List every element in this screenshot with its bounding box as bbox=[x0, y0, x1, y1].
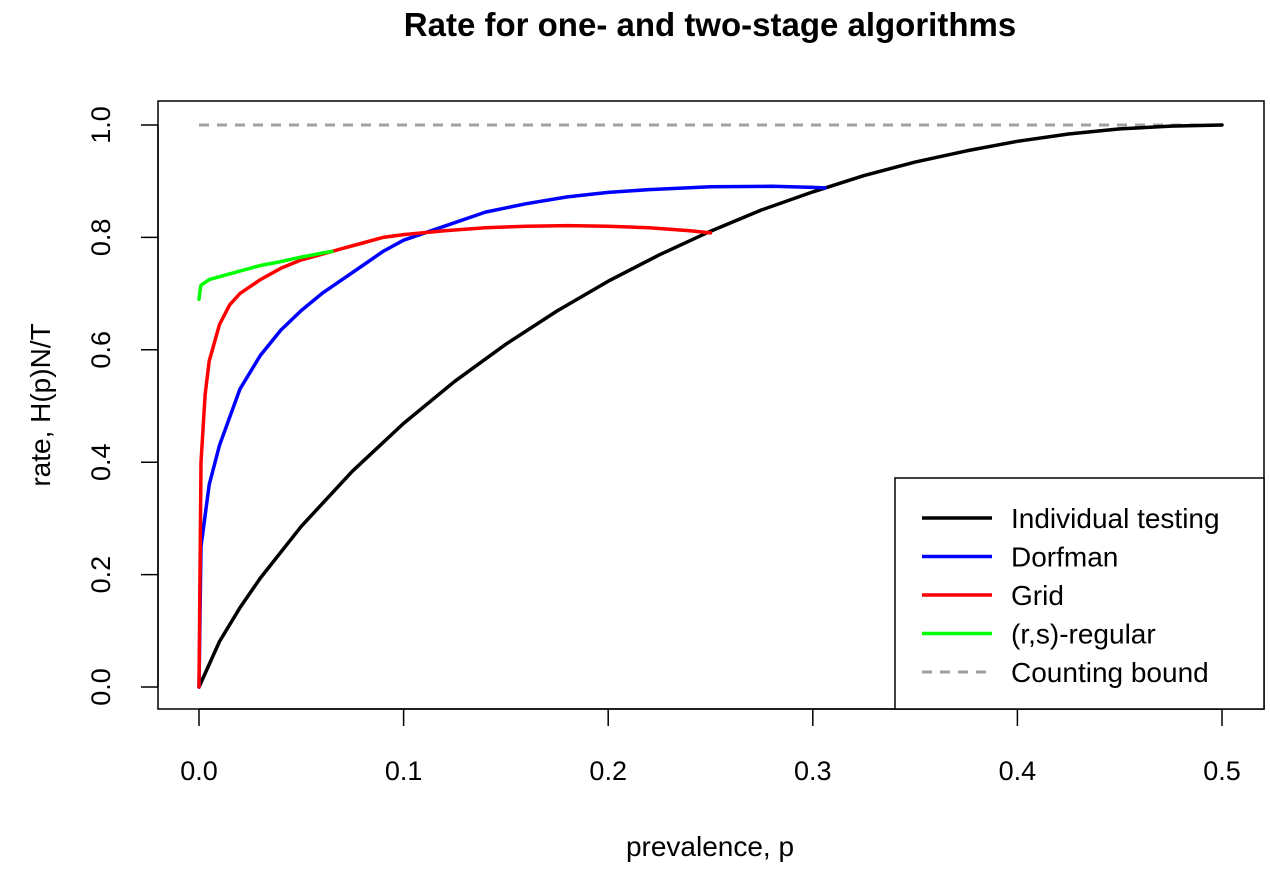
y-tick-label: 1.0 bbox=[86, 106, 116, 144]
series-line-r-s-regular bbox=[197, 249, 334, 301]
x-tick-label: 0.3 bbox=[794, 756, 832, 786]
y-tick-label: 0.6 bbox=[86, 331, 116, 369]
series-line-dorfman bbox=[197, 184, 827, 689]
y-tick-label: 0.4 bbox=[86, 443, 116, 481]
legend-label: Counting bound bbox=[1011, 657, 1209, 688]
legend: Individual testing Dorfman Grid (r,s)-regul… bbox=[894, 477, 1265, 710]
legend-label: Individual testing bbox=[1011, 503, 1220, 534]
x-tick-label: 0.4 bbox=[999, 756, 1037, 786]
x-axis-label: prevalence, p bbox=[626, 831, 794, 862]
series-line-grid bbox=[197, 223, 713, 689]
x-axis: 0.0 0.1 0.2 0.3 0.4 0.5 bbox=[180, 708, 1241, 786]
y-tick-label: 0.0 bbox=[86, 668, 116, 706]
y-axis-label: rate, H(p)N/T bbox=[25, 323, 56, 486]
x-tick-label: 0.1 bbox=[385, 756, 423, 786]
x-tick-label: 0.0 bbox=[180, 756, 218, 786]
series-line-individual-testing bbox=[197, 123, 1224, 689]
legend-label: Grid bbox=[1011, 580, 1064, 611]
series-layer bbox=[197, 123, 1224, 689]
legend-label: (r,s)-regular bbox=[1011, 619, 1156, 650]
x-tick-label: 0.2 bbox=[589, 756, 627, 786]
y-axis: 0.0 0.2 0.4 0.6 0.8 1.0 bbox=[86, 106, 159, 706]
y-tick-label: 0.8 bbox=[86, 219, 116, 257]
y-tick-label: 0.2 bbox=[86, 556, 116, 594]
legend-label: Dorfman bbox=[1011, 542, 1118, 573]
x-tick-label: 0.5 bbox=[1203, 756, 1241, 786]
chart-title: Rate for one- and two-stage algorithms bbox=[404, 6, 1016, 43]
